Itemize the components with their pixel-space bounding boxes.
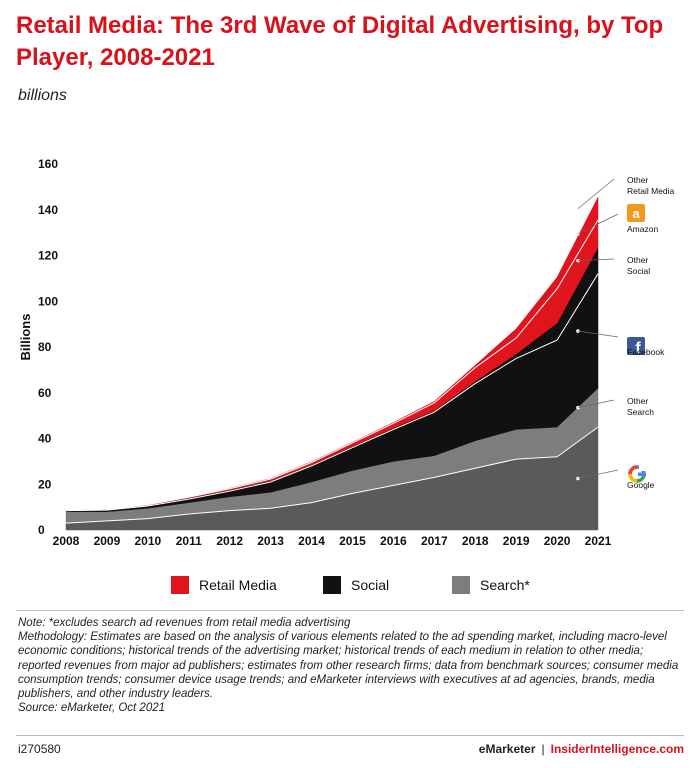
leader-line-other-social bbox=[577, 258, 615, 261]
leader-line-other-retail-media bbox=[577, 178, 615, 209]
leader-dot-other-social bbox=[576, 258, 580, 263]
series-label-other-retail-media: Retail Media bbox=[627, 186, 675, 196]
legend-swatch-retail-media bbox=[171, 576, 189, 594]
legend-swatch-social bbox=[323, 576, 341, 594]
brand-emarketer: eMarketer bbox=[478, 742, 536, 756]
y-tick-label: 0 bbox=[38, 523, 45, 537]
legend: Retail Media Social Search* bbox=[0, 576, 700, 600]
x-tick-label: 2017 bbox=[421, 534, 448, 548]
x-axis: 2008 2009 2010 2011 2012 2013 2014 2015 2016 2017… bbox=[53, 534, 612, 548]
x-tick-label: 2010 bbox=[134, 534, 161, 548]
x-tick-label: 2011 bbox=[176, 534, 202, 548]
series-label-other-search: Search bbox=[627, 407, 654, 417]
x-tick-label: 2021 bbox=[585, 534, 612, 548]
y-tick-label: 100 bbox=[38, 294, 58, 308]
series-label-other-social: Other bbox=[627, 255, 648, 265]
y-axis-title: Billions bbox=[18, 314, 33, 361]
legend-item-search: Search* bbox=[452, 576, 530, 594]
y-tick-label: 160 bbox=[38, 157, 58, 171]
y-tick-label: 60 bbox=[38, 386, 52, 400]
series-label-google: Google bbox=[627, 480, 655, 490]
svg-text:f: f bbox=[635, 340, 641, 357]
facebook-icon: f bbox=[627, 337, 645, 357]
divider-bottom bbox=[16, 735, 684, 736]
chart-subtitle: billions bbox=[18, 87, 67, 104]
leader-dot-other-search bbox=[576, 405, 580, 410]
amazon-icon: a bbox=[627, 204, 645, 222]
x-tick-label: 2020 bbox=[544, 534, 571, 548]
google-icon bbox=[628, 465, 647, 483]
legend-label-search: Search* bbox=[480, 577, 530, 593]
series-label-other-retail-media: Other bbox=[627, 175, 648, 185]
series-label-other-search: Other bbox=[627, 396, 648, 406]
legend-swatch-search bbox=[452, 576, 470, 594]
boundary-other-search bbox=[65, 426, 599, 524]
legend-item-social: Social bbox=[323, 576, 389, 594]
series-label-other-social: Social bbox=[627, 266, 650, 276]
series-label-amazon: Amazon bbox=[627, 224, 658, 234]
legend-label-retail-media: Retail Media bbox=[199, 577, 277, 593]
x-tick-label: 2014 bbox=[298, 534, 325, 548]
y-tick-label: 120 bbox=[38, 249, 58, 263]
methodology-text: Methodology: Estimates are based on the … bbox=[18, 631, 679, 701]
x-tick-label: 2019 bbox=[503, 534, 530, 548]
leader-line-google bbox=[577, 469, 619, 479]
x-tick-label: 2012 bbox=[216, 534, 243, 548]
x-tick-label: 2009 bbox=[94, 534, 121, 548]
leader-line-other-search bbox=[577, 399, 615, 408]
divider-top bbox=[16, 610, 684, 611]
boundary-other-social bbox=[65, 273, 599, 512]
x-tick-label: 2016 bbox=[380, 534, 407, 548]
brand-insider-intelligence: InsiderIntelligence.com bbox=[550, 742, 684, 756]
y-tick-label: 140 bbox=[38, 203, 58, 217]
y-tick-label: 80 bbox=[38, 340, 52, 354]
x-tick-label: 2018 bbox=[462, 534, 489, 548]
legend-item-retail-media: Retail Media bbox=[171, 576, 277, 594]
x-tick-label: 2013 bbox=[257, 534, 284, 548]
x-tick-label: 2008 bbox=[53, 534, 80, 548]
y-tick-label: 40 bbox=[38, 432, 52, 446]
x-tick-label: 2015 bbox=[339, 534, 366, 548]
note-text: Note: *excludes search ad revenues from … bbox=[18, 617, 351, 629]
series-label-facebook: Facebook bbox=[627, 347, 665, 357]
leader-line-facebook bbox=[577, 330, 619, 338]
chart-areas bbox=[65, 197, 599, 531]
notes: Note: *excludes search ad revenues from … bbox=[18, 616, 688, 715]
y-tick-label: 20 bbox=[38, 477, 52, 491]
svg-text:a: a bbox=[632, 206, 640, 221]
chart-id: i270580 bbox=[18, 742, 61, 756]
y-axis: 0 20 40 60 80 100 120 140 160 Billions bbox=[18, 157, 58, 537]
legend-label-social: Social bbox=[351, 577, 390, 593]
brand-separator: | bbox=[541, 742, 545, 756]
boundary-other-retail-media bbox=[65, 219, 599, 512]
chart-title: Retail Media: The 3rd Wave of Digital Ad… bbox=[16, 12, 664, 71]
leader-line-amazon bbox=[577, 213, 619, 235]
source-text: Source: eMarketer, Oct 2021 bbox=[18, 702, 166, 715]
footer-brand: eMarketer | InsiderIntelligence.com bbox=[479, 742, 684, 756]
